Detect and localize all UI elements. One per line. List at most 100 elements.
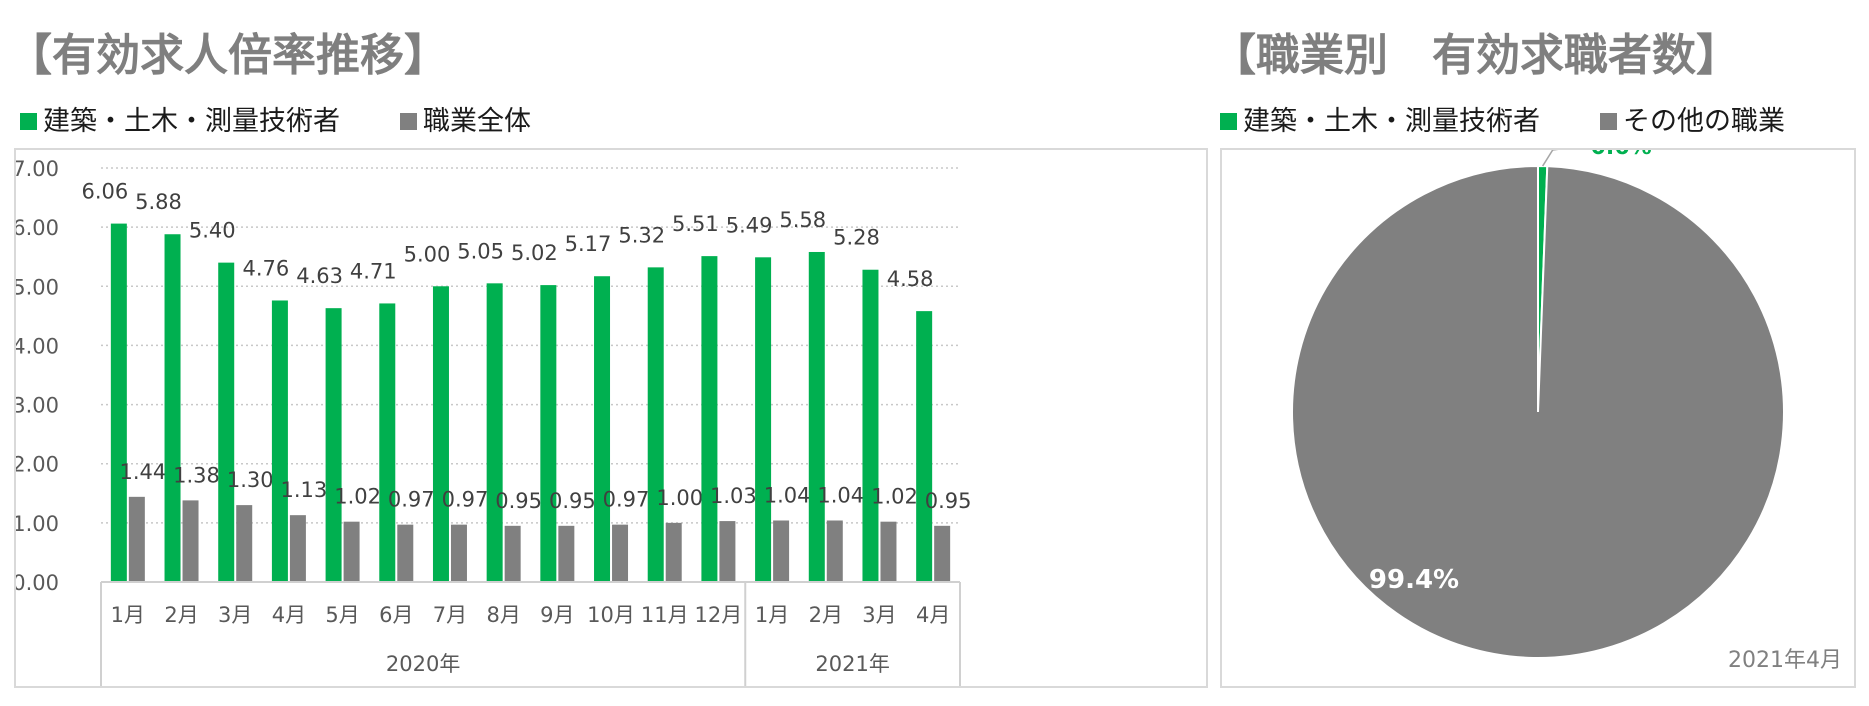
data-label-construction: 4.76: [243, 256, 290, 280]
bar-all-jobs: [450, 524, 467, 582]
pie-chart-panel: 0.6% 99.4% 2021年4月: [1220, 135, 1856, 688]
data-label-all-jobs: 1.02: [334, 485, 381, 509]
data-label-construction: 5.05: [457, 239, 504, 263]
bar-construction: [164, 234, 181, 582]
bar-chart-legend: 建築・土木・測量技術者 職業全体: [20, 108, 531, 135]
x-tick-label: 1月: [755, 603, 789, 627]
x-tick-label: 12月: [695, 603, 743, 627]
bar-all-jobs: [826, 520, 843, 582]
data-label-construction: 5.17: [565, 232, 612, 256]
x-tick-label: 6月: [379, 603, 413, 627]
y-tick-label: 4.00: [16, 334, 59, 358]
data-label-all-jobs: 0.95: [549, 489, 596, 513]
pie-slice-other-jobs: [1291, 164, 1785, 659]
bar-all-jobs: [612, 524, 629, 582]
data-label-construction: 5.58: [779, 208, 826, 232]
bar-construction: [486, 283, 503, 582]
legend-label: その他の職業: [1623, 106, 1785, 137]
bar-construction: [647, 267, 664, 582]
data-label-construction: 4.63: [296, 264, 343, 288]
bar-construction: [594, 276, 611, 582]
bar-all-jobs: [128, 496, 145, 582]
bar-all-jobs: [880, 521, 897, 582]
bar-all-jobs: [236, 505, 253, 582]
legend-swatch-green: [1220, 113, 1237, 130]
bar-all-jobs: [558, 525, 575, 582]
pie-chart: 0.6% 99.4%: [1291, 135, 1785, 659]
data-label-all-jobs: 1.13: [281, 478, 328, 502]
data-label-construction: 6.06: [81, 180, 128, 204]
bar-construction: [432, 286, 449, 582]
leader-line: [1542, 144, 1589, 167]
data-label-all-jobs: 1.03: [710, 484, 757, 508]
data-label-construction: 5.28: [833, 226, 880, 250]
data-label-construction: 5.49: [726, 213, 773, 237]
bar-construction: [701, 256, 718, 582]
bar-all-jobs: [773, 520, 790, 582]
legend-swatch-green: [20, 113, 37, 130]
x-tick-label: 3月: [862, 603, 896, 627]
x-tick-label: 4月: [916, 603, 950, 627]
bar-construction: [271, 300, 288, 582]
data-label-construction: 5.40: [189, 219, 236, 243]
data-label-construction: 4.71: [350, 259, 397, 283]
pie-date-note: 2021年4月: [1728, 648, 1842, 673]
pie-chart-legend: 建築・土木・測量技術者 その他の職業: [1220, 108, 1785, 135]
x-tick-label: 2月: [809, 603, 843, 627]
legend-label: 建築・土木・測量技術者: [1243, 106, 1540, 137]
data-label-all-jobs: 1.30: [227, 468, 274, 492]
bar-all-jobs: [182, 500, 199, 582]
y-tick-label: 5.00: [16, 275, 59, 299]
legend-swatch-gray: [1600, 113, 1617, 130]
y-tick-label: 0.00: [16, 571, 59, 595]
data-label-construction: 5.88: [135, 190, 182, 214]
y-tick-label: 6.00: [16, 216, 59, 240]
x-tick-label: 1月: [111, 603, 145, 627]
x-tick-label: 9月: [540, 603, 574, 627]
bar-construction: [325, 308, 342, 582]
legend-label: 建築・土木・測量技術者: [43, 106, 340, 137]
x-tick-label: 3月: [218, 603, 252, 627]
data-label-construction: 5.02: [511, 241, 558, 265]
bar-construction: [916, 311, 933, 582]
legend-label: 職業全体: [423, 106, 531, 137]
bar-construction: [379, 303, 396, 582]
bar-construction: [110, 223, 127, 582]
pie-chart-title: 【職業別 有効求職者数】: [1212, 30, 1740, 81]
y-tick-label: 7.00: [16, 157, 59, 181]
x-tick-label: 2月: [164, 603, 198, 627]
data-label-all-jobs: 0.95: [495, 489, 542, 513]
x-tick-label: 7月: [433, 603, 467, 627]
bar-all-jobs: [504, 525, 521, 582]
year-group-label: 2020年: [386, 652, 460, 676]
data-label-all-jobs: 0.95: [925, 489, 972, 513]
data-label-construction: 5.32: [618, 223, 665, 247]
bar-chart: 0.00 1.00 2.00 3.00 4.00 5.00 6.00 7.00 6.06 1.44…: [12, 157, 972, 686]
data-label-all-jobs: 1.44: [119, 460, 166, 484]
data-label-all-jobs: 1.38: [173, 463, 220, 487]
data-label-all-jobs: 0.97: [442, 488, 489, 512]
x-tick-label: 10月: [587, 603, 635, 627]
year-group-label: 2021年: [815, 652, 889, 676]
bar-chart-title: 【有効求人倍率推移】: [8, 30, 448, 81]
y-tick-label: 3.00: [16, 394, 59, 418]
bar-construction: [218, 262, 235, 582]
slice-label-other-jobs: 99.4%: [1369, 565, 1459, 595]
bar-construction: [808, 251, 825, 582]
legend-item-construction: 建築・土木・測量技術者: [20, 108, 340, 135]
data-label-all-jobs: 1.00: [656, 486, 703, 510]
bar-construction: [540, 285, 557, 582]
data-label-all-jobs: 0.97: [388, 488, 435, 512]
x-tick-label: 8月: [486, 603, 520, 627]
bar-all-jobs: [934, 525, 951, 582]
bar-construction: [755, 257, 772, 582]
data-label-all-jobs: 0.97: [603, 488, 650, 512]
bar-construction: [862, 269, 879, 582]
legend-item-other-jobs: その他の職業: [1600, 108, 1785, 135]
data-label-construction: 5.00: [404, 242, 451, 266]
x-tick-label: 11月: [641, 603, 689, 627]
bar-all-jobs: [289, 515, 306, 582]
x-tick-label: 5月: [325, 603, 359, 627]
bar-all-jobs: [719, 521, 736, 582]
bar-chart-panel: 0.00 1.00 2.00 3.00 4.00 5.00 6.00 7.00 6.06 1.44…: [12, 148, 1208, 688]
